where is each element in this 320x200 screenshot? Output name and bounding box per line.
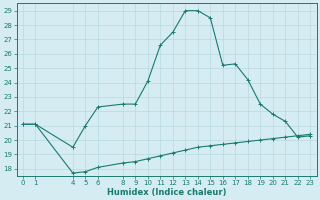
X-axis label: Humidex (Indice chaleur): Humidex (Indice chaleur) — [107, 188, 226, 197]
